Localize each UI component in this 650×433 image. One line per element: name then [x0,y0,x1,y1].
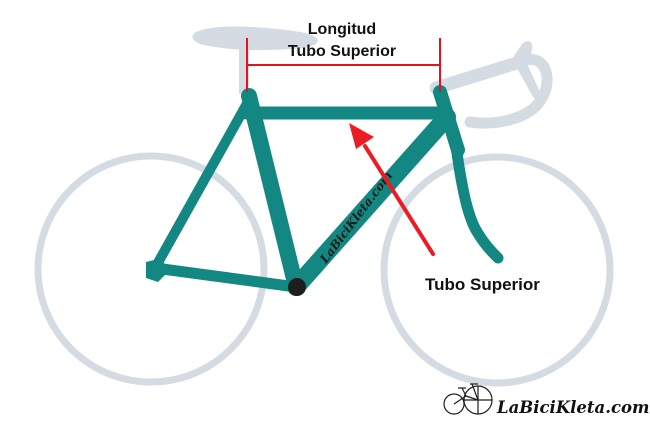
rear-wheel [34,152,268,386]
pointer-arrow [349,123,435,256]
bottom-bracket [288,278,306,296]
brand-logo-text: LaBiciKleta.com [496,398,650,417]
handlebar-drop [464,54,553,129]
bike-silhouette [34,26,614,387]
stem [429,55,527,95]
brake-lever [514,41,541,100]
measure-label-line2: Tubo Superior [288,43,396,60]
seat-stay [150,95,254,273]
bike-frame: LaBiciKleta.com [146,85,504,296]
fork [450,140,504,264]
measure-label-line1: Longitud [308,21,376,38]
pointer-arrow-head [349,123,374,149]
bicycle-icon [443,383,493,415]
rear-dropout [146,258,168,282]
seat-tube [241,88,304,295]
head-tube [433,85,465,157]
top-tube-length-measure [246,38,441,92]
brand-logo: LaBiciKleta.com [443,383,650,417]
pointer-label: Tubo Superior [425,275,540,294]
seat-post [239,44,249,94]
pointer-arrow-shaft [363,144,435,256]
front-wheel [380,153,614,387]
chain-stay [149,262,302,293]
down-tube [287,108,456,296]
saddle [192,26,318,51]
